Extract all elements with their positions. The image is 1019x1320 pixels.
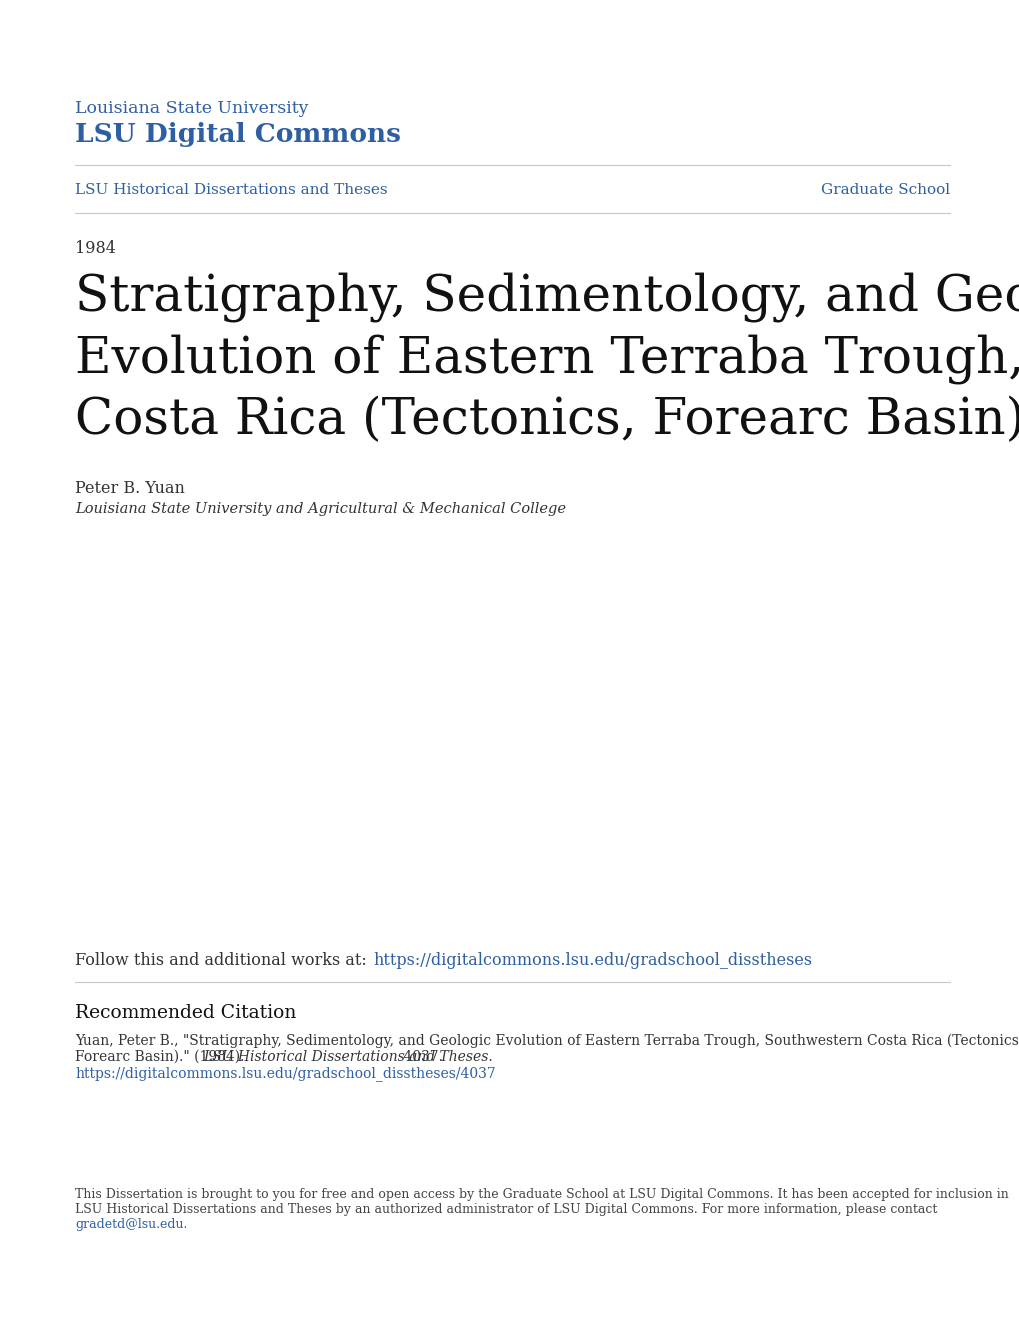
- Text: Evolution of Eastern Terraba Trough, Southwestern: Evolution of Eastern Terraba Trough, Sou…: [75, 334, 1019, 384]
- Text: LSU Historical Dissertations and Theses by an authorized administrator of LSU Di: LSU Historical Dissertations and Theses …: [75, 1203, 936, 1216]
- Text: Stratigraphy, Sedimentology, and Geologic: Stratigraphy, Sedimentology, and Geologi…: [75, 272, 1019, 322]
- Text: Yuan, Peter B., "Stratigraphy, Sedimentology, and Geologic Evolution of Eastern : Yuan, Peter B., "Stratigraphy, Sedimento…: [75, 1034, 1019, 1048]
- Text: Recommended Citation: Recommended Citation: [75, 1005, 297, 1022]
- Text: Costa Rica (Tectonics, Forearc Basin).: Costa Rica (Tectonics, Forearc Basin).: [75, 396, 1019, 445]
- Text: This Dissertation is brought to you for free and open access by the Graduate Sch: This Dissertation is brought to you for …: [75, 1188, 1008, 1201]
- Text: 1984: 1984: [75, 240, 116, 257]
- Text: Louisiana State University and Agricultural & Mechanical College: Louisiana State University and Agricultu…: [75, 502, 566, 516]
- Text: Louisiana State University: Louisiana State University: [75, 100, 308, 117]
- Text: 4037.: 4037.: [398, 1049, 442, 1064]
- Text: Graduate School: Graduate School: [820, 183, 949, 197]
- Text: gradetd@lsu.edu.: gradetd@lsu.edu.: [75, 1218, 187, 1232]
- Text: LSU Historical Dissertations and Theses: LSU Historical Dissertations and Theses: [75, 183, 387, 197]
- Text: LSU Historical Dissertations and Theses.: LSU Historical Dissertations and Theses.: [203, 1049, 492, 1064]
- Text: Peter B. Yuan: Peter B. Yuan: [75, 480, 184, 498]
- Text: Forearc Basin)." (1984).: Forearc Basin)." (1984).: [75, 1049, 249, 1064]
- Text: Follow this and additional works at:: Follow this and additional works at:: [75, 952, 372, 969]
- Text: https://digitalcommons.lsu.edu/gradschool_disstheses/4037: https://digitalcommons.lsu.edu/gradschoo…: [75, 1067, 495, 1081]
- Text: LSU Digital Commons: LSU Digital Commons: [75, 121, 400, 147]
- Text: https://digitalcommons.lsu.edu/gradschool_disstheses: https://digitalcommons.lsu.edu/gradschoo…: [373, 952, 811, 969]
